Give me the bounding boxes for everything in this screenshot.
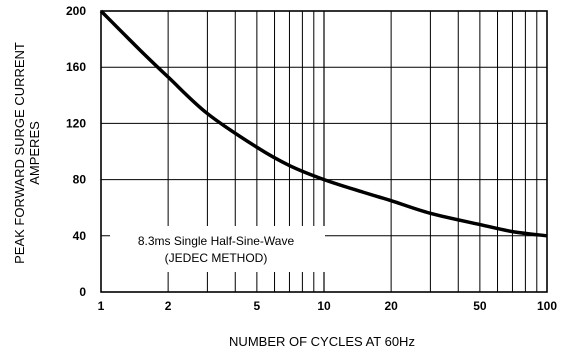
y-tick-label: 0	[79, 285, 86, 299]
series-group	[99, 9, 548, 238]
x-tick-label: 50	[473, 299, 487, 313]
x-tick-label: 2	[165, 299, 172, 313]
y-tick-label: 120	[66, 116, 86, 130]
x-axis-label: NUMBER OF CYCLES AT 60Hz	[229, 334, 415, 349]
y-tick-label: 40	[73, 229, 87, 243]
surge-current-curve	[99, 9, 548, 238]
plot-frame	[100, 10, 548, 293]
y-tick-label: 200	[66, 4, 86, 18]
tick-labels: 0 40 80 120 160 200 1 2 5 10 20 50 100	[66, 4, 557, 313]
y-axis-label-line-2: AMPERES	[27, 121, 42, 185]
annotation-line-1: 8.3ms Single Half-Sine-Wave	[138, 234, 295, 248]
y-axis-label-line-1: PEAK FORWARD SURGE CURRENT	[12, 42, 27, 264]
x-tick-label: 20	[384, 299, 398, 313]
x-tick-label: 5	[254, 299, 261, 313]
grid	[100, 10, 548, 293]
x-tick-label: 1	[98, 299, 105, 313]
annotation-box	[110, 226, 325, 272]
x-tick-label: 100	[537, 299, 557, 313]
y-tick-label: 160	[66, 60, 86, 74]
annotation-line-2: (JEDEC METHOD)	[165, 251, 268, 265]
y-tick-label: 80	[73, 173, 87, 187]
x-tick-label: 10	[317, 299, 331, 313]
